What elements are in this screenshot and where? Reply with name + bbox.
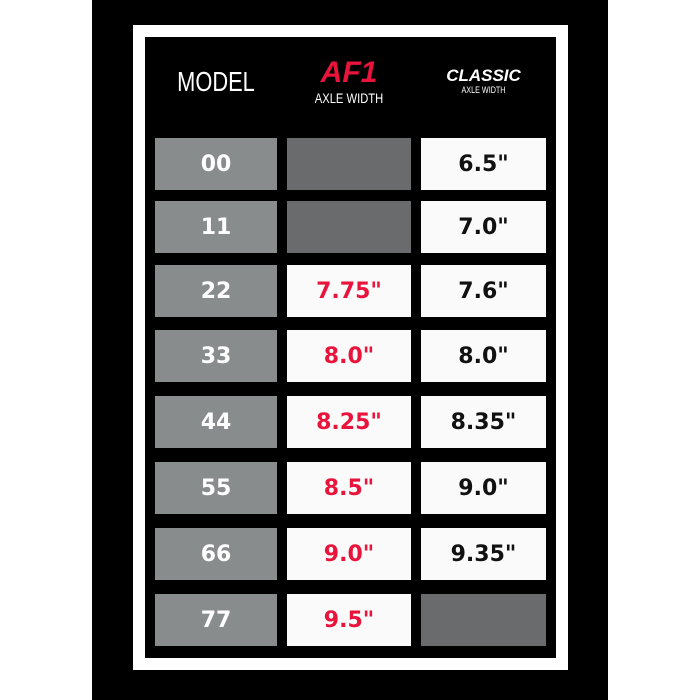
af1-width-cell: 7.75" — [287, 265, 411, 317]
af1-width-cell — [287, 201, 411, 253]
model-cell: 33 — [155, 330, 277, 382]
classic-width-cell: 9.35" — [421, 528, 546, 580]
header-classic: CLASSIC — [446, 66, 521, 85]
header-af1-subtitle: AXLE WIDTH — [314, 90, 384, 106]
af1-width-cell: 9.0" — [287, 528, 411, 580]
header-model: MODEL — [177, 66, 255, 97]
model-cell: 00 — [155, 138, 277, 190]
model-cell: 66 — [155, 528, 277, 580]
classic-width-cell — [421, 594, 546, 646]
classic-width-cell: 8.0" — [421, 330, 546, 382]
model-cell: 77 — [155, 594, 277, 646]
classic-width-cell: 7.0" — [421, 201, 546, 253]
classic-width-cell: 8.35" — [421, 396, 546, 448]
model-cell: 11 — [155, 201, 277, 253]
model-cell: 44 — [155, 396, 277, 448]
model-cell: 22 — [155, 265, 277, 317]
classic-width-cell: 6.5" — [421, 138, 546, 190]
model-cell: 55 — [155, 462, 277, 514]
header-af1: AF1 — [320, 56, 378, 89]
af1-width-cell: 8.5" — [287, 462, 411, 514]
af1-width-cell: 9.5" — [287, 594, 411, 646]
classic-width-cell: 7.6" — [421, 265, 546, 317]
af1-width-cell — [287, 138, 411, 190]
header-classic-subtitle: AXLE WIDTH — [461, 85, 506, 95]
af1-width-cell: 8.0" — [287, 330, 411, 382]
classic-width-cell: 9.0" — [421, 462, 546, 514]
af1-width-cell: 8.25" — [287, 396, 411, 448]
